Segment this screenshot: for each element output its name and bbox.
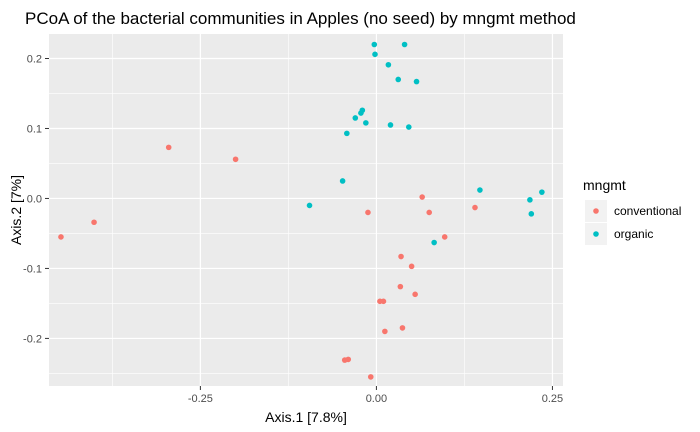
data-point-conventional (232, 156, 239, 163)
x-tick-label: 0.25 (542, 393, 563, 405)
data-point-conventional (365, 209, 371, 216)
data-point-conventional (380, 298, 387, 305)
y-tick-label: -0.1 (23, 263, 42, 275)
legend-label-conventional: conventional (614, 204, 681, 218)
data-point-organic (539, 189, 545, 195)
data-point-conventional (165, 144, 172, 151)
data-point-organic (306, 202, 313, 209)
data-point-conventional (441, 234, 448, 240)
y-tick-label: -0.2 (23, 333, 42, 345)
x-tick-label: -0.25 (188, 393, 213, 405)
legend-marker-organic (593, 231, 599, 237)
data-point-conventional (408, 263, 415, 270)
x-axis-ticks: -0.25 0.00 0.25 (188, 386, 563, 405)
data-point-conventional (426, 209, 433, 216)
data-point-organic (401, 41, 408, 48)
data-point-organic (477, 187, 483, 193)
data-point-conventional (382, 328, 388, 335)
y-axis-title: Axis.2 [7%] (8, 175, 24, 245)
data-point-conventional (58, 234, 64, 240)
data-point-organic (413, 78, 420, 85)
grid-lines (49, 34, 563, 386)
x-axis-title: Axis.1 [7.8%] (265, 409, 347, 425)
legend-label-organic: organic (614, 227, 653, 241)
data-point-organic (528, 211, 535, 217)
data-points (58, 41, 545, 380)
data-point-conventional (399, 325, 406, 331)
x-tick-label: 0.00 (366, 393, 387, 405)
y-axis-ticks: -0.2 -0.1 0.0 0.1 0.2 (23, 53, 49, 345)
data-point-conventional (367, 374, 374, 380)
data-point-organic (363, 120, 369, 126)
y-tick-label: 0.0 (27, 193, 42, 205)
y-tick-label: 0.2 (27, 53, 42, 65)
legend-marker-conventional (593, 208, 599, 214)
data-point-organic (527, 197, 533, 203)
data-point-organic (371, 41, 378, 48)
data-point-conventional (397, 283, 404, 290)
data-point-organic (358, 110, 364, 116)
plot-panel (49, 34, 563, 386)
data-point-organic (372, 51, 378, 58)
data-point-conventional (419, 194, 425, 200)
data-point-organic (385, 61, 392, 68)
legend-title: mngmt (583, 177, 626, 193)
data-point-conventional (345, 356, 352, 363)
data-point-conventional (398, 253, 404, 260)
data-point-conventional (472, 204, 478, 211)
data-point-organic (339, 178, 346, 184)
data-point-organic (352, 115, 359, 121)
data-point-organic (395, 76, 402, 83)
data-point-organic (344, 130, 350, 137)
data-point-conventional (91, 219, 97, 226)
y-tick-label: 0.1 (27, 123, 42, 135)
data-point-organic (387, 122, 394, 128)
data-point-organic (431, 239, 437, 246)
legend: mngmt conventional organic (583, 177, 681, 245)
chart-title: PCoA of the bacterial communities in App… (25, 9, 576, 28)
data-point-conventional (412, 291, 418, 298)
data-point-organic (406, 124, 412, 130)
